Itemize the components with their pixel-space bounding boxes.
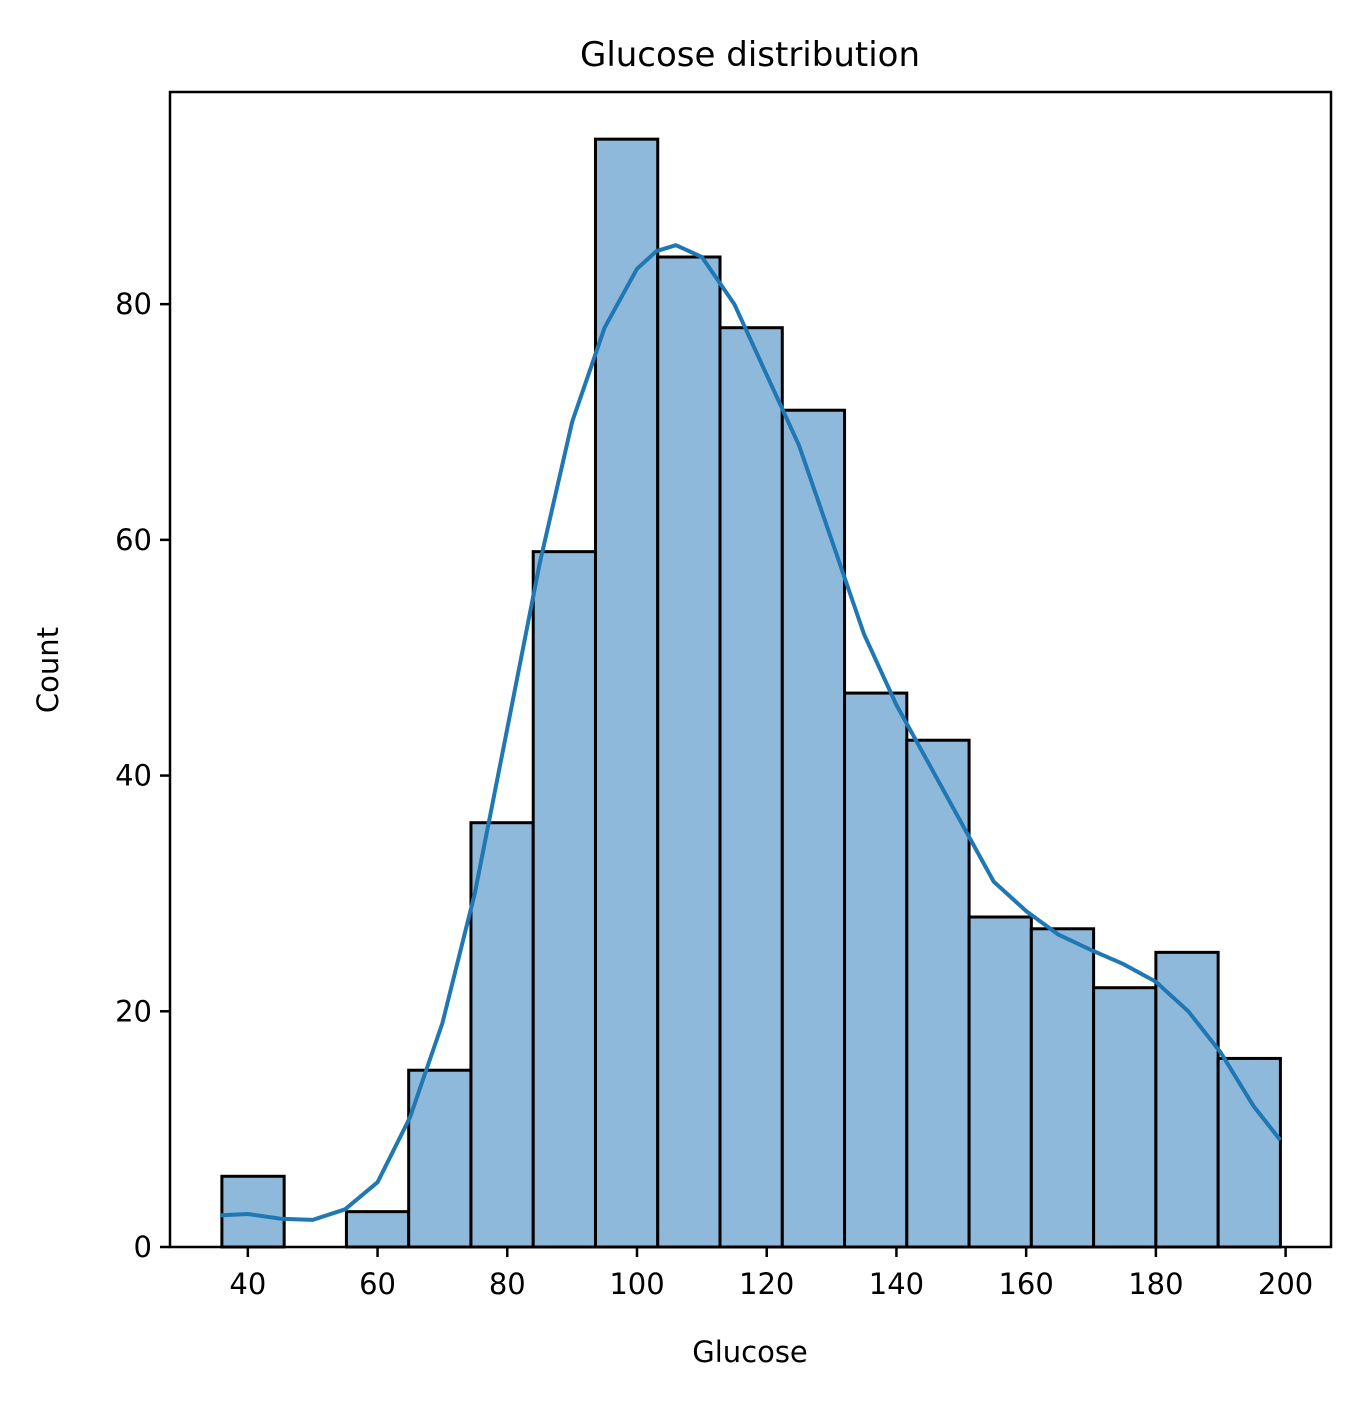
x-axis-label: Glucose [692, 1335, 808, 1369]
histogram-bar [1092, 986, 1158, 1249]
x-tick-label: 80 [489, 1267, 526, 1301]
y-tick-label: 0 [134, 1230, 152, 1264]
histogram-bar [407, 1068, 473, 1249]
histogram-bar [220, 1174, 286, 1249]
y-axis-ticks: 0 20 40 60 80 [115, 287, 170, 1264]
histogram-bar [469, 821, 535, 1249]
histogram-bar [1216, 1056, 1282, 1249]
histogram-bar [780, 408, 847, 1249]
histogram-bar [656, 255, 722, 1249]
x-tick-label: 180 [1128, 1267, 1183, 1301]
histogram-bar [593, 137, 660, 1249]
histogram-bar [905, 738, 971, 1249]
plot-frame [168, 90, 1333, 1249]
y-tick-label: 20 [115, 994, 152, 1028]
y-axis-label: Count [31, 627, 65, 713]
y-tick-label: 80 [115, 287, 152, 321]
histogram-bar [1154, 950, 1220, 1249]
x-tick-label: 140 [869, 1267, 924, 1301]
histogram-bar [843, 691, 909, 1249]
x-tick-label: 120 [739, 1267, 794, 1301]
histogram-bar [1029, 927, 1096, 1249]
chart-title: Glucose distribution [580, 35, 920, 75]
x-axis-ticks: 40 60 80 100 120 140 160 180 200 [229, 1247, 1313, 1301]
histogram-bars [220, 137, 1282, 1249]
kde-curve [219, 243, 1282, 1222]
x-tick-label: 200 [1258, 1267, 1313, 1301]
x-tick-label: 60 [359, 1267, 396, 1301]
histogram-bar [531, 550, 597, 1249]
histogram-bar [718, 326, 784, 1249]
x-tick-label: 40 [229, 1267, 266, 1301]
x-tick-label: 100 [609, 1267, 664, 1301]
y-tick-label: 60 [115, 523, 152, 557]
histogram-bar [344, 1210, 411, 1249]
y-tick-label: 40 [115, 759, 152, 793]
x-tick-label: 160 [998, 1267, 1053, 1301]
histogram-bar [967, 915, 1033, 1249]
